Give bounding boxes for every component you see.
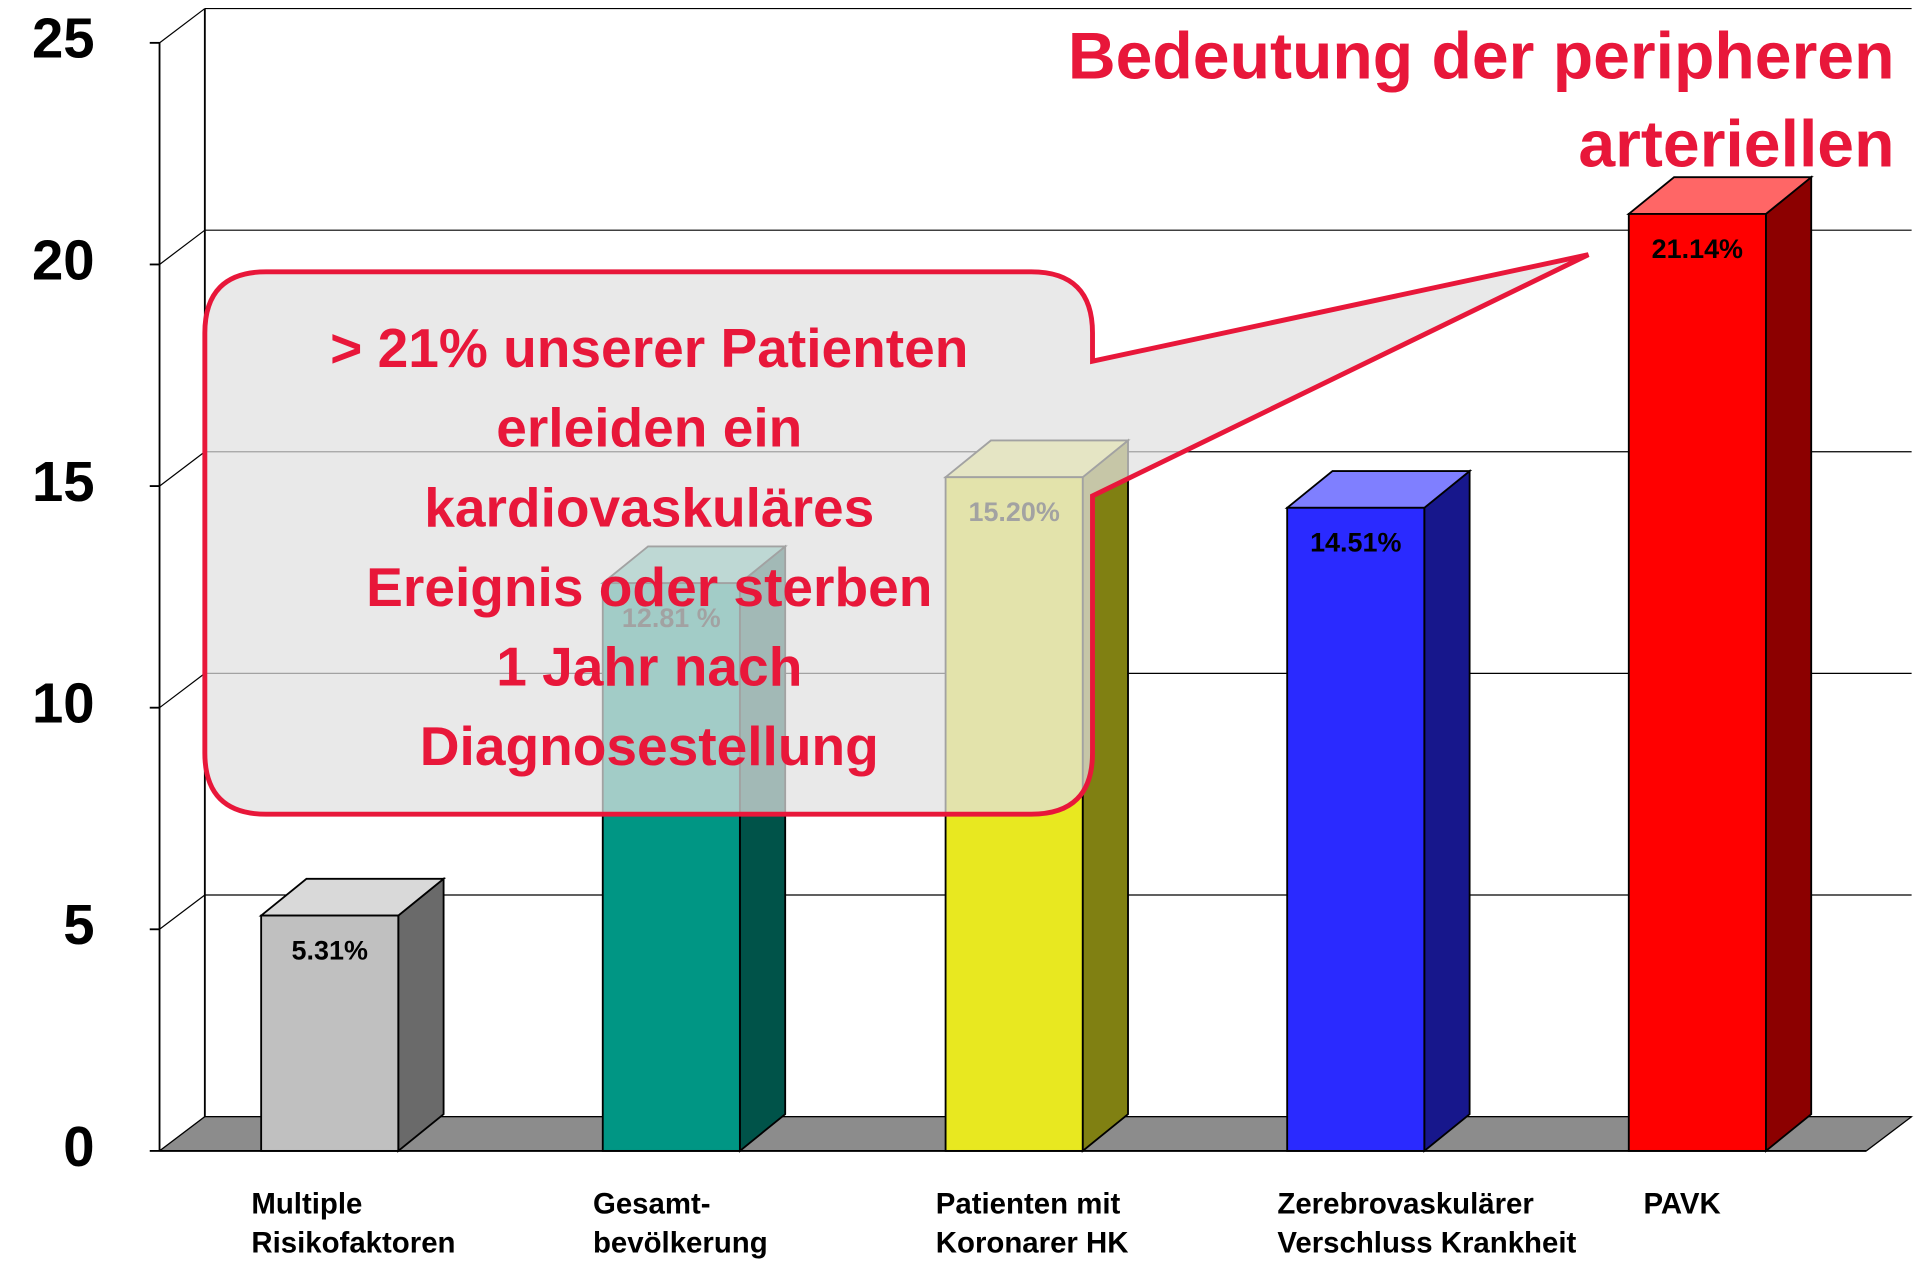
x-tick-label-box: Zerebrovaskulärer Verschluss Krankheit	[1277, 1187, 1577, 1260]
callout-text: > 21% unserer Patienten	[330, 317, 968, 379]
y-tick-label: 10	[32, 672, 95, 735]
x-tick-label-box: Gesamt- bevölkerung	[592, 1187, 768, 1260]
value-label: 14.51%	[1310, 528, 1401, 558]
x-tick-label-box: Multiple Risikofaktoren	[251, 1187, 456, 1260]
callout-text: erleiden ein	[496, 397, 802, 459]
bar	[1286, 506, 1426, 1152]
callout	[202, 252, 1590, 817]
bar-side	[1423, 469, 1471, 1153]
callout-text: kardiovaskuläres	[424, 476, 874, 538]
floor-right-edge	[1865, 1116, 1912, 1152]
callout-text: 1 Jahr nach	[496, 636, 802, 698]
x-tick-label: Zerebrovaskulärer Verschluss Krankheit	[1277, 1187, 1577, 1260]
grid-diagonal	[159, 672, 206, 709]
y-tick-label: 15	[32, 450, 95, 513]
grid-diagonal	[159, 451, 206, 487]
bar	[1627, 213, 1767, 1152]
x-tick-label: Gesamt- bevölkerung	[592, 1187, 768, 1260]
grid-diagonal	[159, 8, 206, 44]
value-label: 21.14%	[1652, 234, 1743, 264]
callout-text: Diagnosestellung	[420, 715, 879, 777]
x-tick-label: PAVK	[1643, 1187, 1721, 1221]
grid-diagonal	[159, 1116, 206, 1152]
value-label: 5.31%	[292, 935, 368, 965]
x-tick-label-box: Patienten mit Koronarer HK	[935, 1187, 1129, 1260]
y-tick-label: 25	[32, 7, 95, 70]
y-tick-label: 20	[32, 228, 95, 291]
bar-side	[397, 876, 445, 1153]
bar-side	[1764, 175, 1813, 1153]
y-tick-label: 5	[63, 893, 94, 956]
x-tick-label: Multiple Risikofaktoren	[251, 1187, 456, 1260]
grid-diagonal	[159, 894, 206, 930]
callout-text: Ereignis oder sterben	[366, 556, 932, 618]
grid-diagonal	[159, 229, 206, 265]
chart-title-box: Bedeutung der peripheren arteriellen Ver…	[1067, 19, 1895, 182]
x-tick-label-box: PAVK	[1643, 1187, 1721, 1221]
y-tick-label: 0	[63, 1115, 94, 1178]
x-tick-label: Patienten mit Koronarer HK	[935, 1187, 1129, 1260]
chart-title: Bedeutung der peripheren arteriellen Ver…	[1067, 19, 1895, 182]
bar	[260, 914, 400, 1152]
